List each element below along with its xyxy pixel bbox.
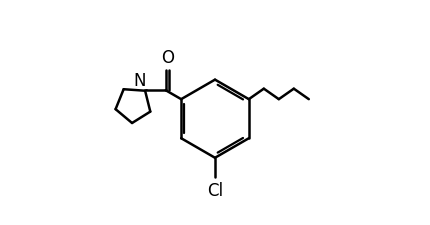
Text: O: O (161, 49, 174, 67)
Text: N: N (133, 72, 146, 90)
Text: Cl: Cl (207, 181, 223, 199)
